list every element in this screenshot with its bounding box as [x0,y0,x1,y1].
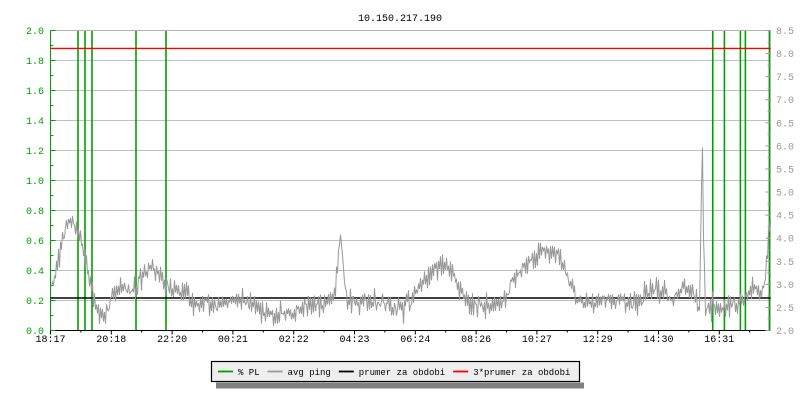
svg-text:10:27: 10:27 [522,335,552,346]
svg-text:06:24: 06:24 [400,335,430,346]
svg-text:2.5: 2.5 [776,304,794,315]
svg-text:0.2: 0.2 [26,297,44,308]
svg-text:% PL: % PL [238,368,260,378]
svg-text:1.6: 1.6 [26,87,44,98]
svg-text:18:17: 18:17 [35,335,65,346]
svg-text:1.4: 1.4 [26,117,44,128]
svg-text:avg ping: avg ping [288,368,331,378]
svg-text:prumer za obdobi: prumer za obdobi [359,368,445,378]
svg-text:6.5: 6.5 [776,119,794,130]
svg-text:00:21: 00:21 [218,335,248,346]
svg-text:20:18: 20:18 [96,335,126,346]
svg-text:10.150.217.190: 10.150.217.190 [358,14,442,25]
svg-text:22:20: 22:20 [157,335,187,346]
svg-text:12:29: 12:29 [583,335,613,346]
svg-text:08:26: 08:26 [461,335,491,346]
svg-text:8.0: 8.0 [776,50,794,61]
svg-text:8.5: 8.5 [776,27,794,38]
svg-text:0.8: 0.8 [26,207,44,218]
svg-text:0.6: 0.6 [26,237,44,248]
svg-text:3*prumer za obdobi: 3*prumer za obdobi [473,368,570,378]
svg-text:5.0: 5.0 [776,189,794,200]
svg-text:4.0: 4.0 [776,235,794,246]
svg-text:14:30: 14:30 [643,335,673,346]
svg-text:4.5: 4.5 [776,212,794,223]
svg-text:3.0: 3.0 [776,281,794,292]
svg-text:5.5: 5.5 [776,165,794,176]
svg-text:0.4: 0.4 [26,267,44,278]
svg-text:1.8: 1.8 [26,57,44,68]
svg-text:1.0: 1.0 [26,177,44,188]
svg-text:16:31: 16:31 [704,335,734,346]
svg-text:6.0: 6.0 [776,142,794,153]
svg-text:2.0: 2.0 [776,327,794,338]
svg-text:7.5: 7.5 [776,73,794,84]
svg-text:7.0: 7.0 [776,96,794,107]
svg-text:3.5: 3.5 [776,258,794,269]
svg-text:2.0: 2.0 [26,27,44,38]
svg-text:04:23: 04:23 [339,335,369,346]
svg-text:02:22: 02:22 [279,335,309,346]
svg-text:1.2: 1.2 [26,147,44,158]
